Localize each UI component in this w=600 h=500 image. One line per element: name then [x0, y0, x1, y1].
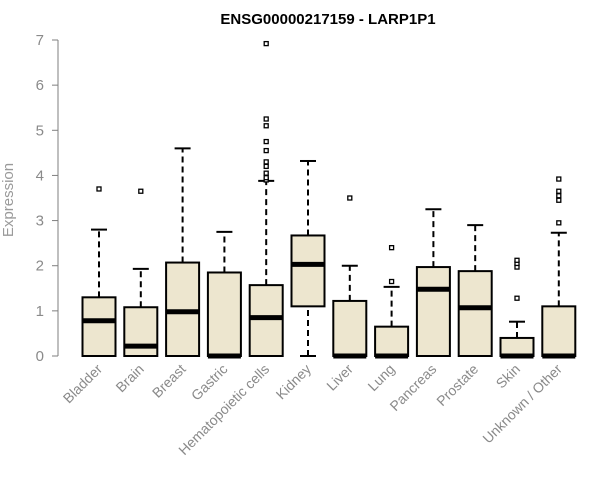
outlier-point: [263, 163, 269, 170]
box-iqr: [332, 299, 368, 358]
y-tick-label: 5: [36, 122, 44, 139]
box-group: [541, 176, 577, 359]
outlier-point: [556, 197, 562, 203]
outlier-point: [347, 195, 353, 201]
y-tick-label: 1: [36, 303, 44, 320]
x-tick-label: Kidney: [273, 361, 315, 403]
outlier-point: [263, 116, 269, 122]
box-group: [457, 224, 493, 358]
x-tick-label: Unknown / Other: [479, 361, 565, 447]
box-iqr: [123, 306, 159, 358]
outlier-point: [388, 245, 395, 251]
y-tick-label: 4: [36, 167, 44, 184]
box-group: [290, 159, 326, 357]
box-iqr: [415, 266, 451, 357]
box-iqr: [81, 296, 117, 358]
box-iqr: [374, 325, 410, 357]
box-iqr: [457, 270, 493, 358]
outlier-point: [556, 176, 562, 182]
outlier-point: [388, 278, 395, 285]
y-axis: 0 1 2 3 4 5 6 7: [36, 32, 59, 365]
y-axis-label: Expression: [0, 163, 17, 237]
outlier-point: [263, 175, 269, 181]
box-group: [415, 208, 451, 357]
y-tick-label: 0: [36, 348, 44, 365]
box-iqr: [541, 305, 577, 358]
outlier-point: [556, 220, 562, 226]
y-tick-label: 2: [36, 258, 44, 275]
x-tick-label: Prostate: [433, 361, 481, 409]
y-tick-label: 7: [36, 32, 44, 49]
x-tick-label: Liver: [323, 361, 356, 394]
outlier-point: [556, 188, 562, 194]
y-tick-label: 3: [36, 213, 44, 230]
x-tick-label: Brain: [112, 361, 146, 395]
y-tick-label: 6: [36, 77, 44, 94]
outlier-point: [96, 186, 102, 192]
box-iqr: [290, 234, 326, 308]
box-group: [374, 245, 410, 359]
outlier-point: [263, 147, 269, 154]
chart-title: ENSG00000217159 - LARP1P1: [220, 11, 435, 28]
outlier-point: [263, 123, 269, 129]
boxes-group: [81, 40, 577, 359]
outlier-point: [263, 138, 269, 145]
box-iqr: [248, 284, 284, 357]
outlier-point: [514, 295, 520, 301]
box-group: [123, 188, 159, 358]
box-group: [499, 257, 535, 359]
outlier-point: [263, 170, 269, 176]
box-iqr: [499, 336, 535, 358]
outlier-point: [263, 40, 269, 47]
box-group: [81, 186, 117, 358]
box-group: [165, 147, 201, 358]
x-tick-label: Bladder: [60, 361, 106, 407]
box-group: [332, 195, 368, 359]
outlier-point: [138, 188, 144, 194]
x-tick-label: Skin: [493, 361, 524, 392]
box-group: [206, 230, 242, 359]
outlier-point: [556, 193, 562, 199]
x-tick-label: Breast: [149, 361, 189, 401]
x-tick-label: Lung: [364, 361, 397, 394]
outlier-point: [514, 257, 520, 263]
box-iqr: [206, 271, 242, 357]
box-group: [248, 40, 284, 357]
outlier-point: [263, 159, 269, 165]
